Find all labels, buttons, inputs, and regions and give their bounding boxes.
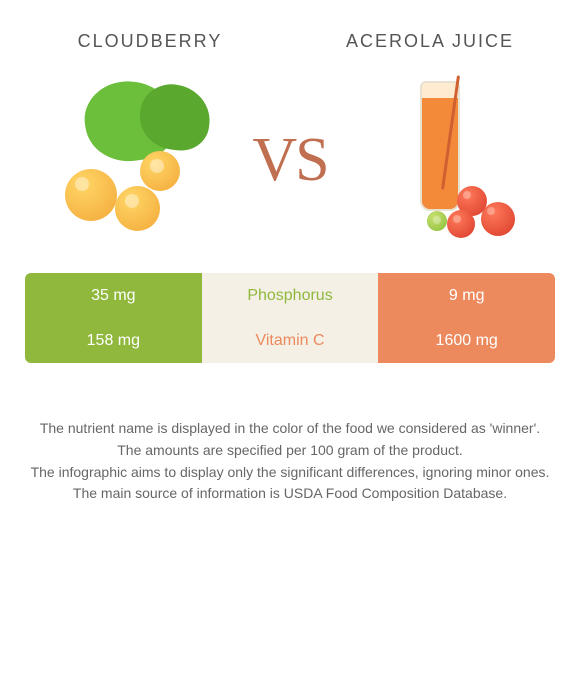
right-food-title: ACEROLA JUICE bbox=[340, 30, 520, 53]
footnote-line: The infographic aims to display only the… bbox=[30, 462, 550, 484]
nutrient-name-cell: Phosphorus bbox=[202, 273, 379, 318]
header: CLOUDBERRY ACEROLA JUICE bbox=[0, 0, 580, 53]
acerola-juice-illustration bbox=[365, 76, 535, 246]
footnote-line: The amounts are specified per 100 gram o… bbox=[30, 440, 550, 462]
table-row: 158 mgVitamin C1600 mg bbox=[25, 318, 555, 363]
illustration-row: VS bbox=[0, 53, 580, 273]
right-value-cell: 9 mg bbox=[378, 273, 555, 318]
footnote-line: The nutrient name is displayed in the co… bbox=[30, 418, 550, 440]
table-row: 35 mgPhosphorus9 mg bbox=[25, 273, 555, 318]
footnote-line: The main source of information is USDA F… bbox=[30, 483, 550, 505]
left-value-cell: 35 mg bbox=[25, 273, 202, 318]
left-value-cell: 158 mg bbox=[25, 318, 202, 363]
nutrient-name-cell: Vitamin C bbox=[202, 318, 379, 363]
cloudberry-illustration bbox=[45, 76, 215, 246]
comparison-table: 35 mgPhosphorus9 mg158 mgVitamin C1600 m… bbox=[25, 273, 555, 363]
vs-label: VS bbox=[252, 125, 327, 196]
left-food-title: CLOUDBERRY bbox=[60, 30, 240, 53]
right-value-cell: 1600 mg bbox=[378, 318, 555, 363]
footnotes: The nutrient name is displayed in the co… bbox=[30, 418, 550, 505]
